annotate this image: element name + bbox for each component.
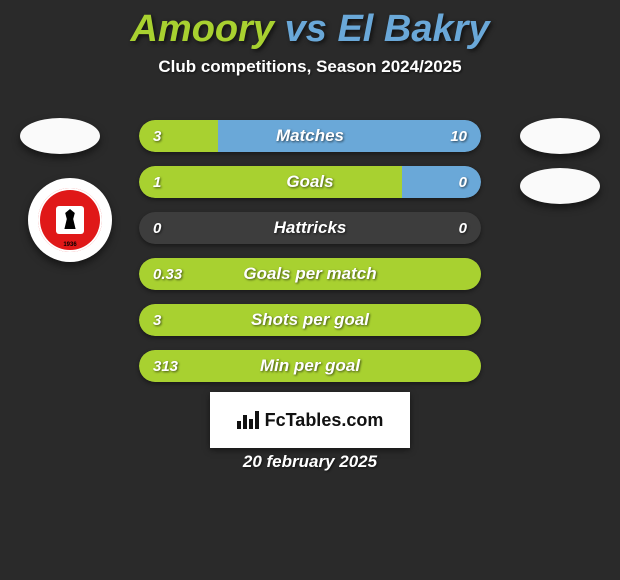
stat-value-left: 3	[153, 304, 161, 336]
brand-badge: FcTables.com	[210, 392, 410, 448]
stat-value-right: 0	[459, 212, 467, 244]
stat-value-left: 0	[153, 212, 161, 244]
player1-club-badge: 1936	[28, 178, 112, 262]
date-text: 20 february 2025	[0, 452, 620, 472]
stat-bar-shots-per-goal: Shots per goal3	[139, 304, 481, 336]
stat-value-left: 3	[153, 120, 161, 152]
stat-bar-min-per-goal: Min per goal313	[139, 350, 481, 382]
brand-chart-icon	[237, 411, 259, 429]
stat-value-left: 313	[153, 350, 178, 382]
stat-bar-goals: Goals1 0	[139, 166, 481, 198]
player2-name: El Bakry	[337, 8, 489, 50]
comparison-title: Amoory vs El Bakry	[0, 0, 620, 51]
stat-value-right: 10	[450, 120, 467, 152]
stat-label: Goals	[139, 166, 481, 198]
stat-value-right: 0	[459, 166, 467, 198]
stat-label: Shots per goal	[139, 304, 481, 336]
stat-label: Matches	[139, 120, 481, 152]
stat-bar-matches: Matches3 10	[139, 120, 481, 152]
player1-avatar	[20, 118, 100, 154]
stat-value-left: 0.33	[153, 258, 182, 290]
stat-bar-goals-per-match: Goals per match0.33	[139, 258, 481, 290]
subtitle: Club competitions, Season 2024/2025	[0, 57, 620, 77]
player2-club-badge	[520, 168, 600, 204]
stat-label: Goals per match	[139, 258, 481, 290]
vs-text: vs	[274, 8, 337, 50]
player2-avatar	[520, 118, 600, 154]
stat-label: Hattricks	[139, 212, 481, 244]
club-year: 1936	[38, 242, 102, 248]
brand-text: FcTables.com	[265, 410, 384, 431]
stats-bars: Matches310Goals10Hattricks00Goals per ma…	[139, 120, 481, 396]
player1-name: Amoory	[130, 8, 274, 50]
stat-label: Min per goal	[139, 350, 481, 382]
stat-bar-hattricks: Hattricks0 0	[139, 212, 481, 244]
stat-value-left: 1	[153, 166, 161, 198]
